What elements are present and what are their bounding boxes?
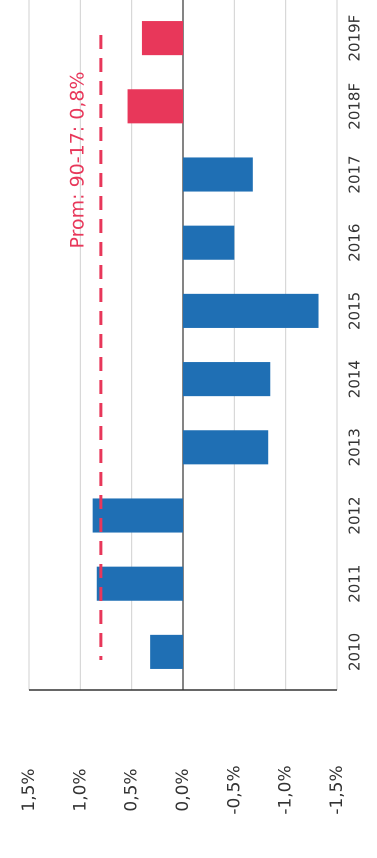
bar: [183, 157, 253, 192]
x-tick-label: 2017: [346, 155, 364, 193]
bar: [96, 566, 183, 601]
y-tick-label: 0,0%: [173, 768, 193, 811]
bar: [141, 21, 183, 56]
x-tick-label: 2016: [346, 224, 364, 262]
bar: [150, 634, 183, 669]
y-tick-label: 1,5%: [19, 768, 39, 811]
y-tick-label: -0,5%: [224, 765, 244, 814]
bar: [183, 362, 271, 397]
y-tick-label: -1,0%: [276, 765, 296, 814]
y-tick-label: 0,5%: [122, 768, 142, 811]
bar: [183, 430, 269, 465]
bar: [183, 225, 235, 260]
x-tick-label: 2019F: [346, 15, 364, 62]
x-tick-label: 2014: [346, 360, 364, 398]
x-tick-label: 2010: [346, 633, 364, 671]
reference-label: Prom: 90-17: 0,8%: [67, 71, 89, 248]
x-tick-label: 2018F: [346, 83, 364, 130]
x-tick-label: 2012: [346, 496, 364, 534]
x-tick-label: 2011: [346, 565, 364, 603]
bar: [183, 293, 319, 328]
bar: [92, 498, 183, 533]
y-tick-label: 1,0%: [70, 768, 90, 811]
x-tick-label: 2015: [346, 292, 364, 330]
y-tick-label: -1,5%: [327, 765, 347, 814]
x-tick-label: 2013: [346, 428, 364, 466]
bar: [127, 89, 183, 124]
